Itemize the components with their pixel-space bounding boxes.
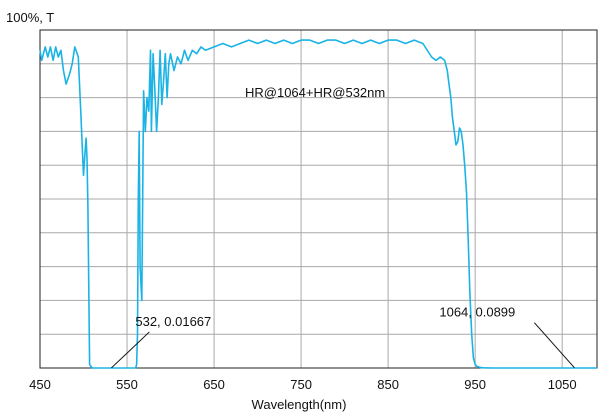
annotation-label: 532, 0.01667 [135, 314, 211, 329]
x-tick-label: 850 [377, 377, 399, 392]
x-tick-labels: 450 550 650 750 850 950 1050 [29, 377, 577, 392]
x-axis-label: Wavelength(nm) [252, 397, 347, 412]
chart-title: HR@1064+HR@532nm [245, 85, 385, 100]
x-tick-label: 750 [290, 377, 312, 392]
x-tick-label: 1050 [548, 377, 577, 392]
annotations: 532, 0.01667 1064, 0.0899 [111, 305, 575, 369]
x-tick-label: 950 [464, 377, 486, 392]
annotation-leader [533, 322, 575, 369]
plot-frame [39, 29, 598, 369]
grid [40, 30, 597, 368]
annotation-label: 1064, 0.0899 [439, 305, 515, 320]
y-axis-label: 100%, T [6, 10, 54, 25]
x-tick-label: 450 [29, 377, 51, 392]
x-tick-label: 550 [116, 377, 138, 392]
annotation-leader [111, 331, 150, 369]
series-line-transmission [39, 39, 597, 369]
x-tick-label: 650 [203, 377, 225, 392]
